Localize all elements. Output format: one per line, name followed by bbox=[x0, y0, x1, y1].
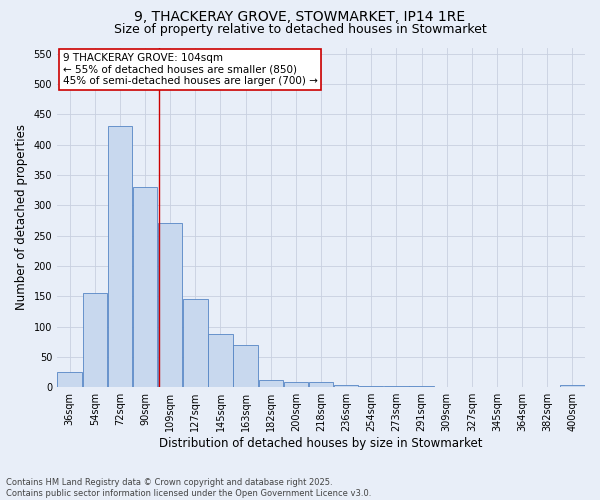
Bar bbox=[284, 382, 308, 387]
Bar bbox=[108, 126, 132, 387]
Text: 9 THACKERAY GROVE: 104sqm
← 55% of detached houses are smaller (850)
45% of semi: 9 THACKERAY GROVE: 104sqm ← 55% of detac… bbox=[62, 53, 317, 86]
X-axis label: Distribution of detached houses by size in Stowmarket: Distribution of detached houses by size … bbox=[159, 437, 483, 450]
Bar bbox=[309, 382, 333, 387]
Bar bbox=[183, 299, 208, 387]
Bar bbox=[359, 386, 383, 387]
Bar bbox=[208, 334, 233, 387]
Y-axis label: Number of detached properties: Number of detached properties bbox=[15, 124, 28, 310]
Bar bbox=[334, 385, 358, 387]
Text: Contains HM Land Registry data © Crown copyright and database right 2025.
Contai: Contains HM Land Registry data © Crown c… bbox=[6, 478, 371, 498]
Bar bbox=[233, 344, 258, 387]
Bar bbox=[83, 293, 107, 387]
Bar bbox=[560, 386, 584, 387]
Text: 9, THACKERAY GROVE, STOWMARKET, IP14 1RE: 9, THACKERAY GROVE, STOWMARKET, IP14 1RE bbox=[134, 10, 466, 24]
Bar bbox=[434, 386, 459, 387]
Text: Size of property relative to detached houses in Stowmarket: Size of property relative to detached ho… bbox=[113, 22, 487, 36]
Bar bbox=[58, 372, 82, 387]
Bar bbox=[409, 386, 434, 387]
Bar bbox=[259, 380, 283, 387]
Bar bbox=[158, 224, 182, 387]
Bar bbox=[133, 187, 157, 387]
Bar bbox=[384, 386, 409, 387]
